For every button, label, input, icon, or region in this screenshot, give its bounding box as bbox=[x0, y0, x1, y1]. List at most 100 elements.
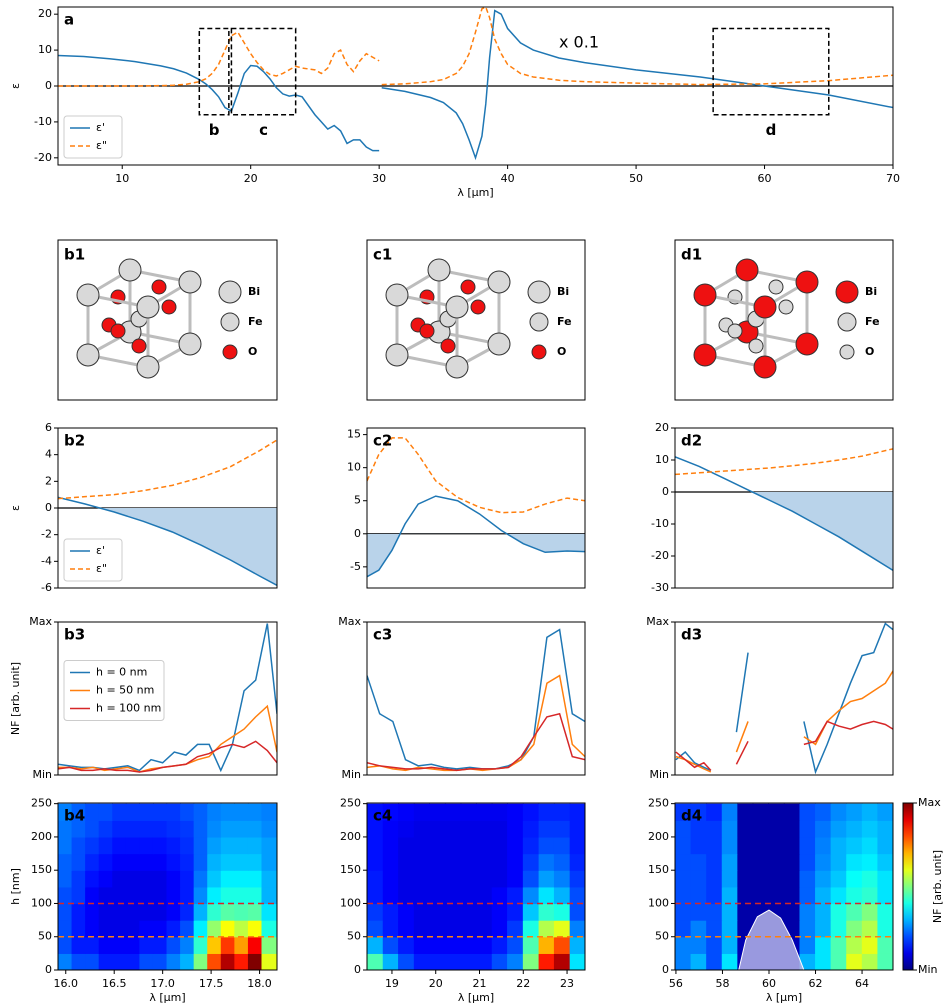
heatmap-cell bbox=[152, 870, 168, 888]
atom bbox=[795, 270, 819, 294]
legend-label: ε" bbox=[96, 562, 107, 575]
heatmap-cell bbox=[207, 920, 222, 938]
heatmap-cell bbox=[538, 920, 555, 938]
heatmap-cell bbox=[166, 820, 181, 838]
heatmap-cell bbox=[85, 936, 100, 954]
legend-box bbox=[63, 660, 165, 721]
x-tick-label: 22 bbox=[516, 977, 530, 990]
heatmap-cell bbox=[690, 820, 707, 838]
panel-label: d1 bbox=[681, 246, 702, 264]
heatmap-cell bbox=[846, 936, 863, 954]
atom bbox=[527, 280, 551, 304]
heatmap-cell bbox=[234, 920, 249, 938]
y-tick-label: Max bbox=[338, 615, 361, 628]
heatmap-cell bbox=[507, 836, 524, 855]
atom bbox=[835, 280, 859, 304]
legend-label: h = 50 nm bbox=[96, 684, 154, 697]
heatmap-cell bbox=[261, 803, 277, 821]
heatmap-cell bbox=[846, 853, 863, 871]
heatmap-cell bbox=[830, 886, 847, 905]
heatmap-cell bbox=[721, 903, 738, 921]
heatmap-cell bbox=[799, 803, 816, 821]
heatmap-cell bbox=[768, 820, 785, 838]
heatmap-cell bbox=[247, 836, 263, 855]
heatmap-cell bbox=[85, 953, 100, 970]
heatmap-cell bbox=[85, 853, 100, 871]
heatmap-cell bbox=[152, 953, 168, 970]
atom bbox=[136, 295, 160, 319]
zoom-box-label: d bbox=[766, 121, 777, 139]
heatmap-cell bbox=[247, 870, 263, 888]
x-axis-label: λ [μm] bbox=[457, 186, 493, 199]
heatmap-cell bbox=[112, 820, 127, 838]
heatmap-cell bbox=[799, 870, 816, 888]
heatmap-cell bbox=[382, 953, 399, 970]
y-tick-label: Min bbox=[32, 768, 52, 781]
heatmap-cell bbox=[220, 870, 235, 888]
heatmap-cell bbox=[220, 953, 235, 970]
heatmap-cell bbox=[166, 886, 181, 905]
heatmap-cell bbox=[382, 820, 399, 838]
heatmap-cell bbox=[721, 936, 738, 954]
heatmap-cell bbox=[507, 820, 524, 838]
heatmap-cell bbox=[830, 936, 847, 954]
heatmap-cell bbox=[538, 820, 555, 838]
heatmap-cell bbox=[569, 870, 585, 888]
heatmap-cell bbox=[98, 886, 113, 905]
heatmap-cell bbox=[721, 820, 738, 838]
heatmap-cell bbox=[815, 920, 832, 938]
heatmap-cell bbox=[706, 803, 723, 821]
x-axis-label: λ [μm] bbox=[149, 991, 185, 1004]
heatmap-cell bbox=[71, 953, 86, 970]
heatmap-cell bbox=[675, 920, 692, 938]
heatmap-cell bbox=[193, 820, 208, 838]
heatmap-cell bbox=[460, 803, 477, 821]
heatmap-cell bbox=[367, 853, 384, 871]
heatmap-cell bbox=[207, 870, 222, 888]
y-tick-label: 10 bbox=[347, 461, 361, 474]
y-tick-label: 2 bbox=[45, 474, 52, 487]
heatmap-cell bbox=[460, 920, 477, 938]
y-tick-label: 0 bbox=[45, 501, 52, 514]
panel-frame bbox=[366, 239, 586, 401]
heatmap-cell bbox=[675, 936, 692, 954]
y-tick-label: 200 bbox=[340, 830, 361, 843]
heatmap-cell bbox=[538, 870, 555, 888]
heatmap-cell bbox=[815, 870, 832, 888]
heatmap-cell bbox=[139, 853, 154, 871]
crystal-panel: b1 Bi Fe O bbox=[57, 239, 278, 401]
heatmap-cell bbox=[783, 803, 801, 821]
heatmap-cell bbox=[125, 920, 140, 938]
atom bbox=[161, 299, 177, 315]
y-tick-label: Max bbox=[29, 615, 52, 628]
heatmap-cell bbox=[398, 820, 415, 838]
heatmap-cell bbox=[460, 903, 477, 921]
heatmap-cell bbox=[166, 953, 181, 970]
y-tick-label: Min bbox=[341, 768, 361, 781]
heatmap-cell bbox=[58, 820, 73, 838]
atom bbox=[768, 279, 784, 295]
heatmap-cell bbox=[413, 836, 430, 855]
heatmap-cell bbox=[799, 836, 816, 855]
heatmap-cell bbox=[398, 836, 415, 855]
legend-label: ε' bbox=[96, 121, 105, 134]
y-tick-label: 100 bbox=[31, 896, 52, 909]
legend-box bbox=[63, 538, 123, 582]
heatmap-cell bbox=[398, 936, 415, 954]
heatmap-cell bbox=[522, 903, 540, 921]
axes-frame bbox=[674, 427, 894, 589]
heatmap-cell bbox=[783, 853, 801, 871]
heatmap-cell bbox=[846, 820, 863, 838]
heatmap-cell bbox=[382, 886, 399, 905]
heatmap-cell bbox=[180, 936, 195, 954]
heatmap-cell bbox=[71, 920, 86, 938]
heatmap-cell bbox=[553, 936, 571, 954]
heatmap-cell bbox=[85, 803, 100, 821]
heatmap-cell bbox=[193, 886, 208, 905]
x-tick-label: 16.0 bbox=[54, 977, 79, 990]
heatmap-cell bbox=[98, 836, 113, 855]
heatmap-cell bbox=[522, 886, 540, 905]
heatmap-cell bbox=[207, 936, 222, 954]
heatmap-cell bbox=[98, 820, 113, 838]
heatmap-cell bbox=[58, 886, 73, 905]
